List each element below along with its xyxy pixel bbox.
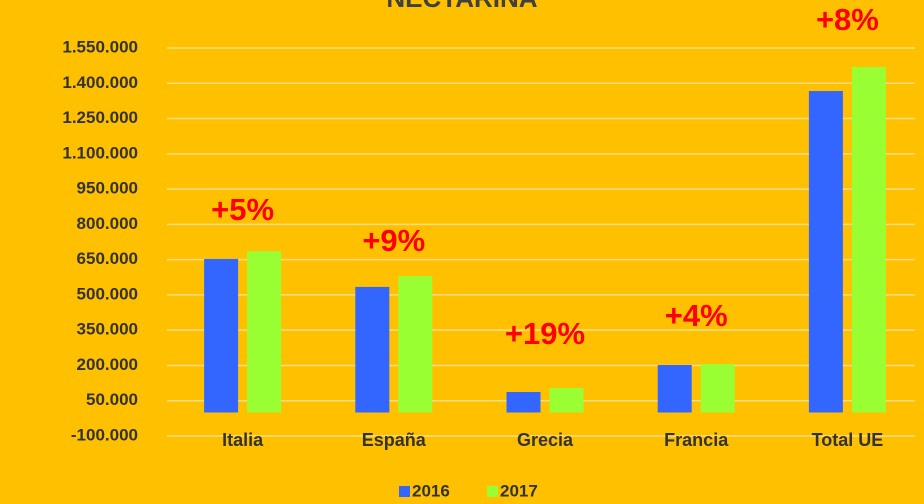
bar <box>355 286 390 413</box>
bar <box>247 251 282 413</box>
x-tick-label: Total UE <box>812 430 884 450</box>
y-tick-label: 950.000 <box>77 179 138 198</box>
legend-label: 2017 <box>500 481 538 500</box>
x-tick-label: Grecia <box>517 430 574 450</box>
annotation: +19% <box>505 316 585 351</box>
y-tick-label: 1.400.000 <box>62 73 138 92</box>
x-tick-label: España <box>362 430 427 450</box>
annotation: +4% <box>665 298 728 333</box>
y-tick-label: 50.000 <box>86 390 138 409</box>
y-tick-label: 800.000 <box>77 214 138 233</box>
y-tick-label: 350.000 <box>77 320 138 339</box>
bar <box>657 364 692 413</box>
y-tick-label: 1.250.000 <box>62 108 138 127</box>
legend-swatch <box>399 486 410 497</box>
bar <box>851 67 886 413</box>
x-tick-label: Italia <box>222 430 264 450</box>
x-tick-label: Francia <box>664 430 729 450</box>
y-tick-label: -100.000 <box>71 425 138 444</box>
annotation: +5% <box>211 192 274 227</box>
y-tick-label: 1.100.000 <box>62 143 138 162</box>
bar <box>506 392 541 413</box>
y-tick-label: 650.000 <box>77 249 138 268</box>
legend-swatch <box>487 486 498 497</box>
bar <box>398 276 433 413</box>
y-tick-label: 500.000 <box>77 284 138 303</box>
annotation: +8% <box>816 2 879 37</box>
bar <box>549 388 584 413</box>
chart-title: NECTARINA <box>386 0 537 13</box>
legend-label: 2016 <box>412 481 450 500</box>
y-tick-label: 200.000 <box>77 355 138 374</box>
y-tick-label: 1.550.000 <box>62 37 138 56</box>
bar <box>808 91 843 413</box>
bar <box>700 364 735 413</box>
annotation: +9% <box>362 223 425 258</box>
bar <box>204 258 239 413</box>
